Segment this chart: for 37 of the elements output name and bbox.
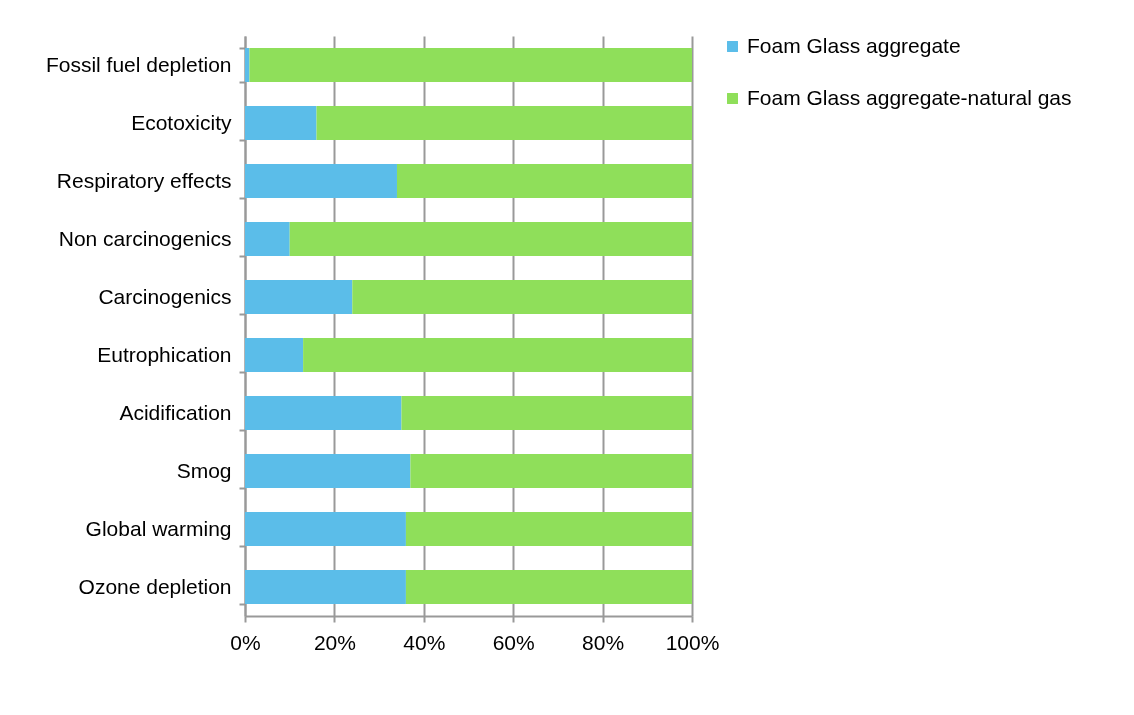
x-tick-label: 60% bbox=[492, 630, 535, 654]
bar bbox=[245, 338, 304, 372]
x-tick-label: 0% bbox=[230, 630, 261, 654]
x-tick-label: 80% bbox=[582, 630, 625, 654]
x-tick-label: 20% bbox=[313, 630, 356, 654]
bar bbox=[289, 222, 692, 256]
bar bbox=[401, 396, 692, 430]
y-tick-label: Non carcinogenics bbox=[58, 226, 232, 250]
bar bbox=[245, 454, 411, 488]
bar bbox=[410, 454, 692, 488]
y-tick-label: Carcinogenics bbox=[98, 284, 232, 308]
y-tick-label: Eutrophication bbox=[97, 342, 232, 366]
bar bbox=[245, 222, 290, 256]
bar bbox=[245, 164, 397, 198]
y-tick-label: Acidification bbox=[119, 400, 232, 424]
bar bbox=[245, 396, 402, 430]
y-tick-label: Ozone depletion bbox=[78, 574, 232, 598]
bar bbox=[316, 106, 692, 140]
bar bbox=[405, 512, 692, 546]
bar bbox=[405, 570, 692, 604]
x-tick-label: 100% bbox=[665, 630, 720, 654]
bar bbox=[396, 164, 692, 198]
legend-label: Foam Glass aggregate-natural gas bbox=[747, 85, 1072, 109]
x-tick-label: 40% bbox=[403, 630, 446, 654]
y-tick-label: Smog bbox=[176, 458, 232, 482]
bar bbox=[245, 106, 317, 140]
bar bbox=[352, 280, 692, 314]
bar bbox=[245, 512, 406, 546]
y-tick-label: Respiratory effects bbox=[56, 168, 232, 192]
y-tick-label: Fossil fuel depletion bbox=[45, 52, 232, 76]
legend-label: Foam Glass aggregate bbox=[747, 33, 961, 57]
bar bbox=[245, 280, 353, 314]
bar bbox=[245, 570, 406, 604]
y-tick-label: Global warming bbox=[85, 516, 232, 540]
y-tick-label: Ecotoxicity bbox=[131, 110, 232, 134]
bar bbox=[249, 48, 692, 82]
bar bbox=[303, 338, 692, 372]
